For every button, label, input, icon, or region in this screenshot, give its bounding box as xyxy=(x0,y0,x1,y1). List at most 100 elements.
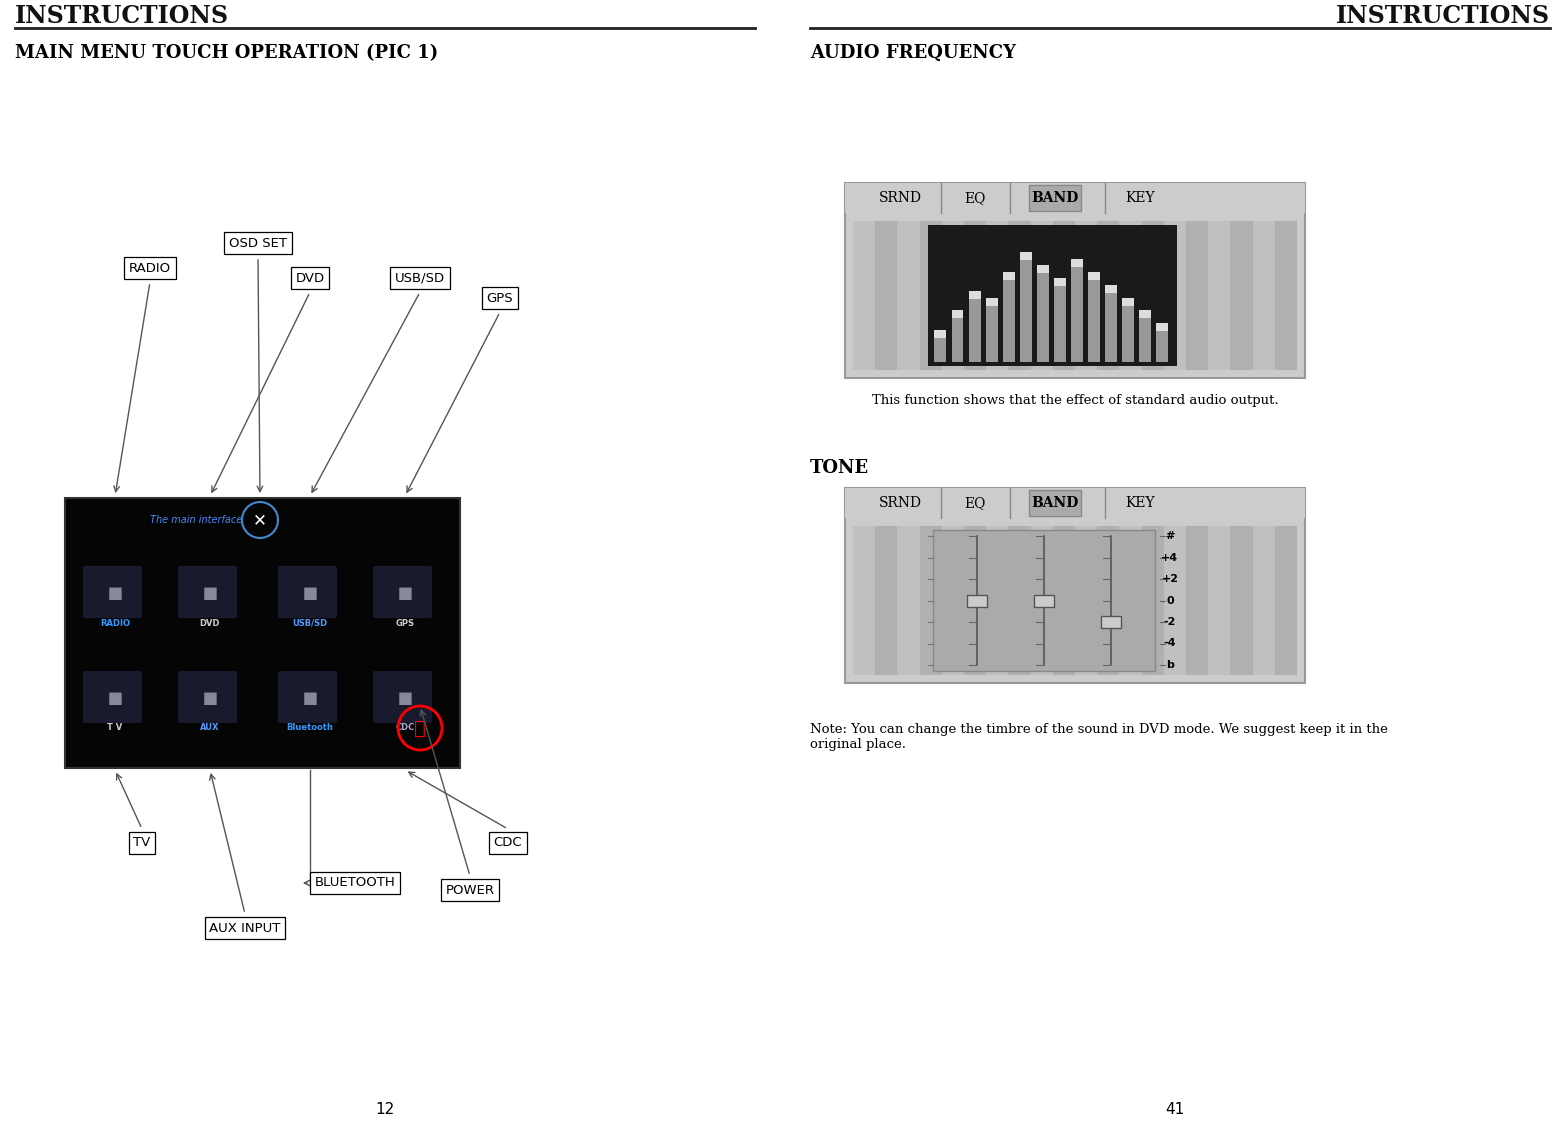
FancyBboxPatch shape xyxy=(372,671,432,723)
FancyBboxPatch shape xyxy=(942,221,964,370)
FancyBboxPatch shape xyxy=(1075,526,1097,675)
FancyBboxPatch shape xyxy=(1157,323,1167,362)
Text: CDC: CDC xyxy=(493,836,523,849)
Text: The main interface: The main interface xyxy=(150,516,243,525)
FancyBboxPatch shape xyxy=(1164,221,1186,370)
FancyBboxPatch shape xyxy=(845,183,1305,378)
FancyBboxPatch shape xyxy=(279,671,336,723)
FancyBboxPatch shape xyxy=(1053,221,1075,370)
FancyBboxPatch shape xyxy=(1139,311,1150,362)
FancyBboxPatch shape xyxy=(897,526,920,675)
Text: KEY: KEY xyxy=(1125,191,1155,205)
FancyBboxPatch shape xyxy=(1003,272,1014,280)
FancyBboxPatch shape xyxy=(178,566,236,618)
FancyBboxPatch shape xyxy=(1139,311,1150,319)
Text: 0: 0 xyxy=(1166,595,1174,605)
Text: ▪: ▪ xyxy=(396,582,413,605)
FancyBboxPatch shape xyxy=(986,297,997,305)
FancyBboxPatch shape xyxy=(875,526,897,675)
FancyBboxPatch shape xyxy=(875,221,897,370)
FancyBboxPatch shape xyxy=(845,183,1305,213)
FancyBboxPatch shape xyxy=(279,566,336,618)
FancyBboxPatch shape xyxy=(1053,526,1075,675)
FancyBboxPatch shape xyxy=(1105,284,1117,362)
Text: This function shows that the effect of standard audio output.: This function shows that the effect of s… xyxy=(872,394,1279,406)
FancyBboxPatch shape xyxy=(1053,278,1066,286)
FancyBboxPatch shape xyxy=(1088,272,1100,362)
Text: RADIO: RADIO xyxy=(128,262,171,274)
Text: EQ: EQ xyxy=(964,496,986,510)
Text: -2: -2 xyxy=(1164,617,1177,627)
FancyBboxPatch shape xyxy=(942,526,964,675)
FancyBboxPatch shape xyxy=(933,530,1155,671)
Text: SRND: SRND xyxy=(878,496,922,510)
FancyBboxPatch shape xyxy=(1252,221,1275,370)
Text: DVD: DVD xyxy=(296,272,324,284)
Text: ▪: ▪ xyxy=(106,686,124,710)
FancyBboxPatch shape xyxy=(1070,258,1083,266)
FancyBboxPatch shape xyxy=(853,221,875,370)
FancyBboxPatch shape xyxy=(1053,278,1066,362)
Text: BAND: BAND xyxy=(1031,496,1078,510)
Text: OSD SET: OSD SET xyxy=(228,237,286,249)
FancyBboxPatch shape xyxy=(1097,221,1119,370)
FancyBboxPatch shape xyxy=(1036,265,1049,273)
FancyBboxPatch shape xyxy=(1030,185,1081,211)
Text: GPS: GPS xyxy=(396,618,415,627)
FancyBboxPatch shape xyxy=(964,221,986,370)
FancyBboxPatch shape xyxy=(964,526,986,675)
FancyBboxPatch shape xyxy=(1031,526,1053,675)
FancyBboxPatch shape xyxy=(1088,272,1100,280)
Text: Bluetooth: Bluetooth xyxy=(286,724,333,733)
FancyBboxPatch shape xyxy=(845,488,1305,518)
FancyBboxPatch shape xyxy=(372,566,432,618)
FancyBboxPatch shape xyxy=(1008,221,1031,370)
FancyBboxPatch shape xyxy=(845,488,1305,683)
Text: +2: +2 xyxy=(1161,574,1178,584)
FancyBboxPatch shape xyxy=(1186,526,1208,675)
Text: EQ: EQ xyxy=(964,191,986,205)
FancyBboxPatch shape xyxy=(986,526,1008,675)
FancyBboxPatch shape xyxy=(1122,297,1135,362)
FancyBboxPatch shape xyxy=(1141,221,1164,370)
Text: USB/SD: USB/SD xyxy=(394,272,444,284)
FancyBboxPatch shape xyxy=(952,311,964,362)
FancyBboxPatch shape xyxy=(1208,526,1230,675)
FancyBboxPatch shape xyxy=(952,311,964,319)
FancyBboxPatch shape xyxy=(1164,526,1186,675)
FancyBboxPatch shape xyxy=(1034,594,1053,607)
FancyBboxPatch shape xyxy=(1020,253,1031,362)
Text: ✕: ✕ xyxy=(254,511,268,529)
Text: ▪: ▪ xyxy=(302,686,319,710)
FancyBboxPatch shape xyxy=(1036,265,1049,362)
Text: MAIN MENU TOUCH OPERATION (PIC 1): MAIN MENU TOUCH OPERATION (PIC 1) xyxy=(16,44,438,61)
FancyBboxPatch shape xyxy=(1122,297,1135,305)
Text: AUX: AUX xyxy=(200,724,219,733)
FancyBboxPatch shape xyxy=(920,221,942,370)
FancyBboxPatch shape xyxy=(1141,526,1164,675)
Text: CDC: CDC xyxy=(396,724,415,733)
FancyBboxPatch shape xyxy=(1030,490,1081,516)
Text: #: # xyxy=(1166,531,1175,541)
FancyBboxPatch shape xyxy=(83,566,142,618)
FancyBboxPatch shape xyxy=(1275,526,1297,675)
FancyBboxPatch shape xyxy=(1070,258,1083,362)
FancyBboxPatch shape xyxy=(969,291,981,362)
FancyBboxPatch shape xyxy=(83,671,142,723)
FancyBboxPatch shape xyxy=(928,225,1177,366)
Text: ▪: ▪ xyxy=(396,686,413,710)
Text: T V: T V xyxy=(108,724,122,733)
FancyBboxPatch shape xyxy=(1208,221,1230,370)
FancyBboxPatch shape xyxy=(967,594,988,607)
FancyBboxPatch shape xyxy=(1157,323,1167,331)
Text: ⏻: ⏻ xyxy=(415,718,426,737)
FancyBboxPatch shape xyxy=(897,221,920,370)
Text: USB/SD: USB/SD xyxy=(293,618,327,627)
Text: BAND: BAND xyxy=(1031,191,1078,205)
FancyBboxPatch shape xyxy=(1119,526,1141,675)
FancyBboxPatch shape xyxy=(1186,221,1208,370)
FancyBboxPatch shape xyxy=(969,291,981,299)
Text: ▪: ▪ xyxy=(202,582,219,605)
FancyBboxPatch shape xyxy=(1008,526,1031,675)
Text: ▪: ▪ xyxy=(202,686,219,710)
